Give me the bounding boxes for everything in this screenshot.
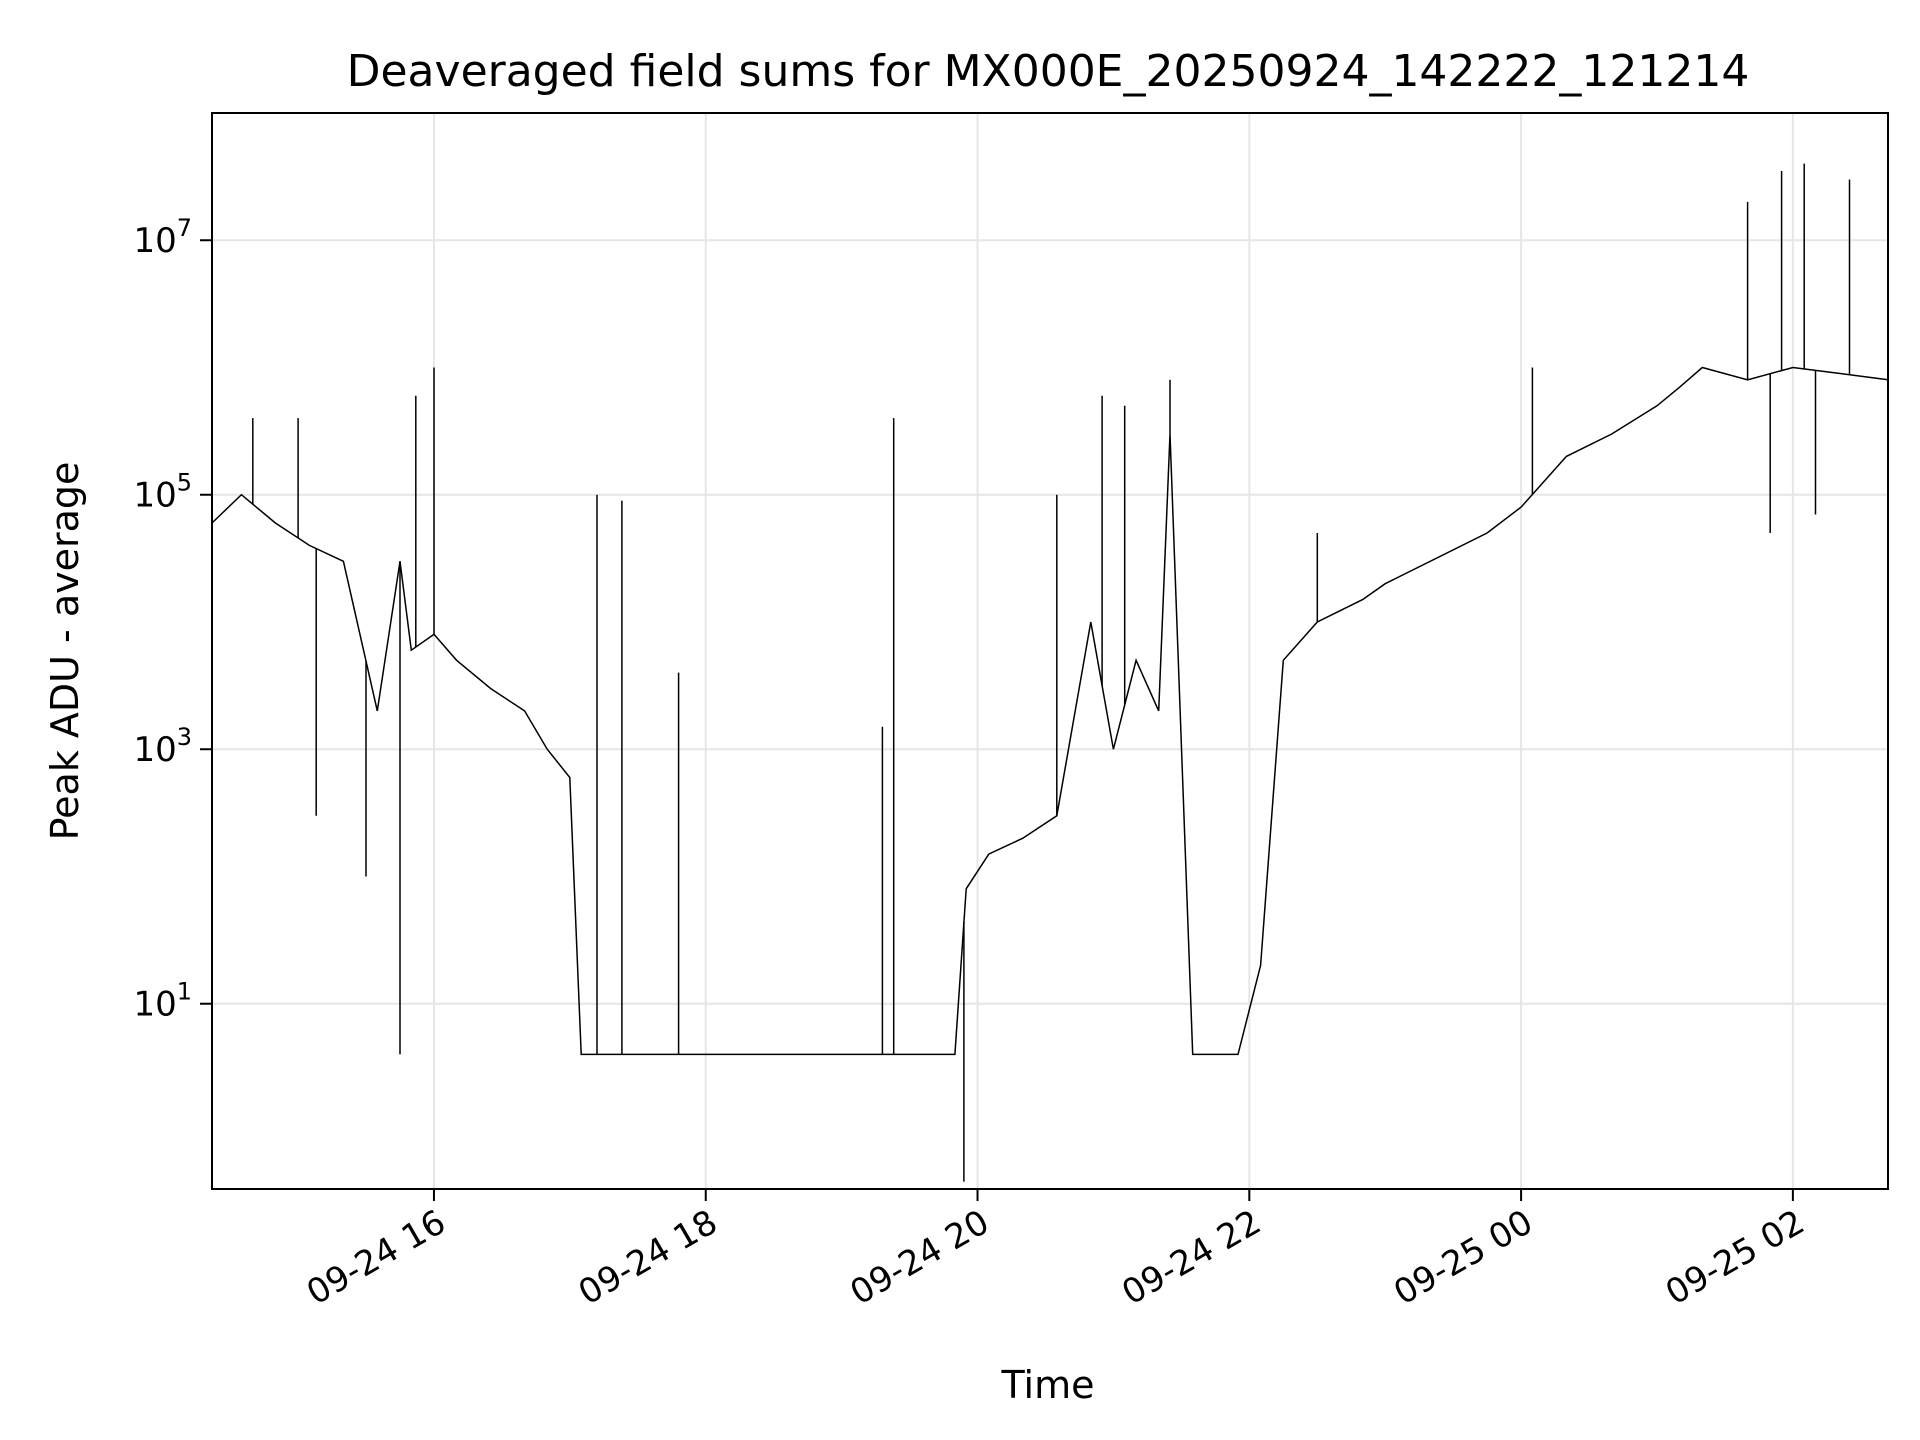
- y-tick-label: 103: [133, 723, 192, 770]
- y-axis: 101 103 105 107: [133, 214, 212, 1025]
- chart-title: Deaveraged field sums for MX000E_2025092…: [347, 46, 1750, 97]
- x-tick-label: 09-25 02: [1659, 1202, 1811, 1313]
- x-tick-label: 09-24 16: [300, 1202, 452, 1313]
- plot-area: [212, 163, 1888, 1182]
- x-axis-label: Time: [1001, 1363, 1095, 1407]
- plot-frame: [211, 112, 1889, 1190]
- x-tick-label: 09-24 18: [572, 1202, 724, 1313]
- y-tick-label: 107: [133, 214, 192, 261]
- y-tick-label: 105: [133, 469, 192, 516]
- series-line: [212, 366, 1888, 1056]
- series-group: [212, 163, 1888, 1182]
- x-tick-label: 09-24 22: [1115, 1202, 1267, 1313]
- grid: [212, 113, 1888, 1189]
- y-tick-label: 101: [133, 978, 192, 1025]
- x-axis: 09-24 16 09-24 18 09-24 20 09-24 22 09-25 00…: [300, 1189, 1811, 1313]
- y-axis-label: Peak ADU - average: [43, 462, 87, 841]
- x-tick-label: 09-24 20: [844, 1202, 996, 1313]
- x-tick-label: 09-25 00: [1387, 1202, 1539, 1313]
